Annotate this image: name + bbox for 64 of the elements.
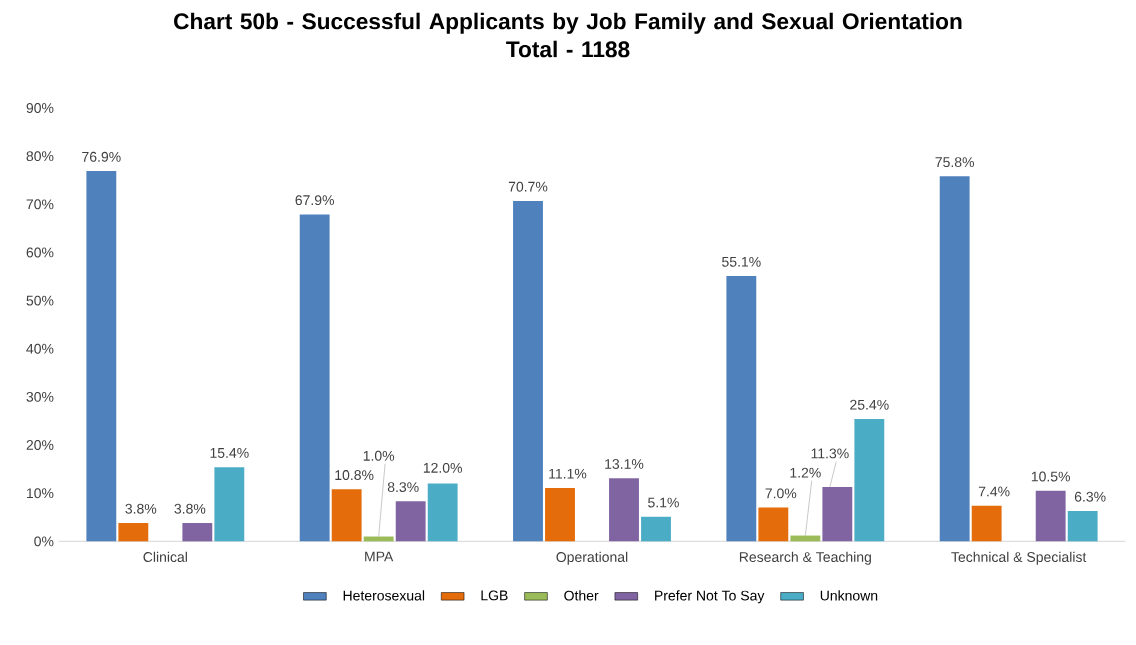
y-tick-label: 20% (26, 439, 54, 450)
data-label: 5.1% (648, 497, 679, 508)
x-tick-label: MPA (365, 551, 394, 562)
bar (1035, 490, 1066, 542)
bar (822, 486, 853, 542)
legend-label: LGB (481, 590, 508, 601)
data-label: 1.0% (363, 450, 395, 461)
bar (545, 487, 575, 542)
y-tick-label: 90% (26, 102, 54, 113)
y-tick-label: 30% (26, 391, 54, 402)
bar (182, 522, 213, 542)
legend-label: Unknown (820, 590, 878, 601)
data-label: 8.3% (387, 482, 419, 492)
data-label: 6.3% (1074, 491, 1106, 502)
bar (427, 483, 458, 542)
legend-label: Other (564, 590, 599, 601)
data-label: 7.4% (978, 486, 1010, 497)
data-label: 11.3% (811, 448, 849, 459)
y-tick-label: 60% (26, 247, 54, 258)
y-tick-label: 0% (34, 536, 54, 547)
bar (1067, 510, 1098, 542)
data-label: 55.1% (722, 256, 761, 267)
bar (971, 505, 1002, 542)
data-label: 70.7% (508, 181, 548, 192)
data-label: 3.8% (174, 503, 206, 514)
data-label: 10.8% (335, 469, 374, 480)
x-tick-label: Operational (556, 551, 628, 565)
data-label: 13.1% (605, 458, 644, 469)
chart-subtitle: Total - 1188 (506, 40, 630, 58)
y-tick-label: 10% (27, 488, 54, 498)
data-label: 15.4% (210, 447, 249, 458)
data-label: 7.0% (765, 488, 797, 499)
legend-label: Heterosexual (343, 590, 425, 601)
bar (513, 200, 543, 542)
data-label: 76.9% (82, 151, 121, 162)
bar (641, 516, 671, 542)
data-label: 75.8% (935, 157, 975, 167)
bar (395, 501, 426, 542)
bar (118, 522, 149, 542)
bar (939, 176, 970, 542)
legend-label: Prefer Not To Say (655, 590, 765, 604)
bar (609, 478, 639, 542)
y-tick-label: 70% (26, 199, 54, 210)
bar (726, 275, 757, 542)
data-label: 3.8% (125, 503, 157, 514)
bar (854, 418, 885, 542)
y-tick-label: 80% (26, 151, 54, 161)
data-label: 10.5% (1031, 471, 1071, 482)
bar (214, 467, 245, 542)
data-label: 11.1% (549, 468, 587, 479)
bar (86, 170, 117, 542)
y-tick-label: 50% (26, 295, 54, 306)
x-tick-label: Clinical (143, 551, 187, 562)
y-tick-label: 40% (26, 343, 54, 354)
bar (299, 214, 330, 542)
data-label: 67.9% (295, 195, 334, 205)
bar (758, 507, 789, 542)
x-tick-label: Research & Teaching (739, 551, 871, 565)
data-label: 1.2% (790, 467, 821, 478)
data-label: 25.4% (850, 399, 889, 410)
x-tick-label: Technical & Specialist (951, 551, 1087, 565)
data-label: 12.0% (423, 462, 462, 473)
chart-title: Chart 50b - Successful Applicants by Job Family and Sexual Orientation (174, 12, 962, 34)
bar (331, 489, 362, 542)
